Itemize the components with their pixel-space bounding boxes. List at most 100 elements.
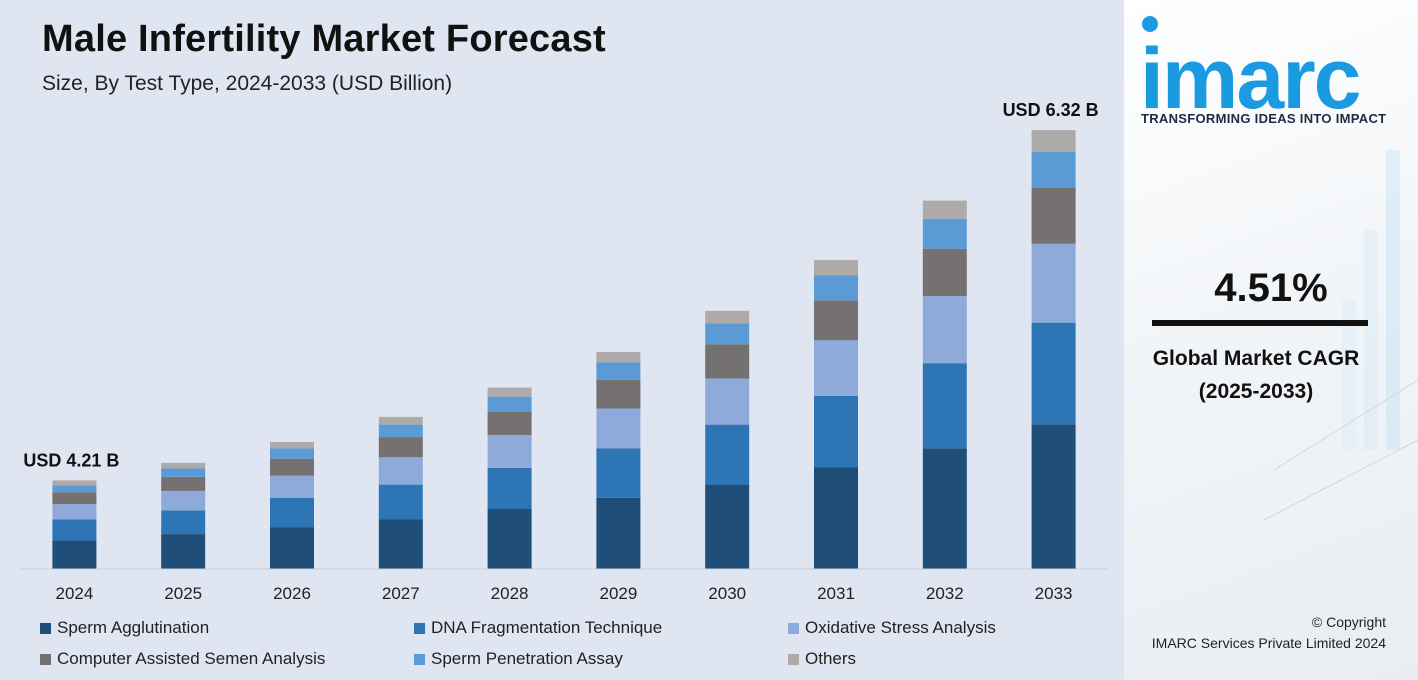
x-tick-label: 2032 [926,584,964,603]
bar-2030-series-0 [705,484,750,569]
bar-2031-series-0 [814,467,858,569]
legend-item: Sperm Penetration Assay [414,649,623,669]
bar-2024-series-4 [52,485,97,493]
bar-2024-series-3 [52,492,97,505]
bar-2024-series-5 [52,480,97,486]
bar-2027-series-5 [378,416,423,425]
bar-2032-series-2 [922,296,967,364]
bar-2025-series-4 [161,468,206,477]
bar-2027-series-1 [378,484,423,520]
x-tick-label: 2033 [1035,584,1073,603]
bar-2027-series-2 [378,457,423,485]
legend-swatch [414,622,425,634]
legend-swatch [788,653,799,665]
bar-2032-series-4 [922,218,967,249]
decorative-background-chart [1263,150,1418,521]
bar-2028-series-4 [487,396,532,412]
bar-2031-series-4 [814,275,858,301]
bar-2031-series-5 [814,259,858,276]
bar-2033-series-3 [1031,187,1076,244]
chart-title: Male Infertility Market Forecast [42,18,606,60]
bar-2031-series-2 [814,340,858,396]
bar-2029-series-0 [596,497,641,569]
legend-swatch [40,622,51,634]
bar-2032-series-3 [922,248,967,297]
x-tick-label: 2031 [817,584,855,603]
bar-2032-series-1 [922,363,967,449]
x-tick-label: 2024 [55,584,93,603]
x-tick-label: 2030 [708,584,746,603]
deco-line [1273,379,1418,471]
cagr-label-line-1: Global Market CAGR [1152,347,1360,370]
bar-series-group [52,130,1076,569]
bar-2029-series-1 [596,448,641,498]
bar-2026-series-1 [270,497,314,528]
copyright: © Copyright IMARC Services Private Limit… [1124,612,1386,654]
bar-2025-series-2 [161,490,206,511]
x-tick-labels: 2024 2025 2026 2027 2028 2029 2030 2031 2032 2033 [55,584,1072,603]
bar-2026-series-2 [270,475,314,498]
legend-item: Computer Assisted Semen Analysis [40,649,325,669]
bar-2030-series-2 [705,378,750,425]
bar-2033-series-2 [1031,243,1076,323]
bar-2026-series-4 [270,448,314,459]
legend-label: Oxidative Stress Analysis [805,618,996,637]
side-panel: imarc TRANSFORMING IDEAS INTO IMPACT 4.5… [1124,0,1418,680]
deco-bar [1342,300,1356,450]
x-tick-label: 2026 [273,584,311,603]
x-tick-label: 2027 [382,584,420,603]
bar-2025-series-0 [161,534,206,569]
legend-label: Sperm Agglutination [57,618,210,637]
bar-2028-series-0 [487,509,532,569]
legend-item: DNA Fragmentation Technique [414,618,662,638]
bar-2033-series-4 [1031,151,1076,188]
bar-2024-series-0 [52,540,97,569]
legend-item: Oxidative Stress Analysis [788,618,996,638]
bar-2030-series-5 [705,310,750,324]
bar-2030-series-1 [705,424,750,485]
legend-label: DNA Fragmentation Technique [431,618,663,637]
legend-item: Others [788,649,856,669]
stacked-bar-chart: 2024 2025 2026 2027 2028 2029 2030 2031 2032 2033… [20,100,1108,603]
x-tick-label: 2028 [491,584,529,603]
bar-2025-series-5 [161,462,206,469]
logo-wordmark: imarc [1140,31,1360,114]
logo-dot [1142,16,1158,32]
legend: Sperm Agglutination DNA Fragmentation Tec… [40,618,1120,678]
chart-subtitle: Size, By Test Type, 2024-2033 (USD Billi… [42,72,453,95]
chart-panel: 2024 2025 2026 2027 2028 2029 2030 2031 2032 2033… [0,0,1124,680]
bar-2033-series-0 [1031,424,1076,569]
logo-tagline: TRANSFORMING IDEAS INTO IMPACT [1141,111,1387,126]
legend-swatch [414,653,425,665]
bar-2028-series-3 [487,411,532,435]
deco-bar [1364,230,1378,450]
imarc-logo: imarc [1140,16,1362,114]
legend-label: Others [805,649,857,668]
bar-2033-series-1 [1031,322,1076,425]
copyright-line-1: © Copyright [1311,614,1386,630]
bar-2024-series-1 [52,519,97,541]
bar-2027-series-4 [378,424,423,438]
cagr-divider [1152,320,1368,326]
annotation-end-value: USD 6.32 B [1003,100,1099,120]
copyright-line-2: IMARC Services Private Limited 2024 [1151,635,1386,651]
bar-2029-series-4 [596,362,641,380]
bar-2029-series-5 [596,352,641,363]
bar-2029-series-3 [596,379,641,409]
bar-2026-series-3 [270,458,314,476]
legend-swatch [40,653,51,665]
bar-2025-series-3 [161,476,206,491]
legend-item: Sperm Agglutination [40,618,209,638]
cagr-label-line-2: (2025-2033) [1198,380,1314,403]
cagr-label: Global Market CAGR (2025-2033) [1124,342,1388,408]
deco-line [1263,439,1418,521]
legend-swatch [788,622,799,634]
bar-2028-series-2 [487,435,532,468]
bar-2032-series-5 [922,200,967,219]
bar-2031-series-1 [814,395,858,468]
bar-2033-series-5 [1031,130,1076,152]
bar-2027-series-3 [378,437,423,458]
x-tick-label: 2029 [599,584,637,603]
deco-bar [1386,150,1400,450]
bar-2030-series-4 [705,323,750,345]
